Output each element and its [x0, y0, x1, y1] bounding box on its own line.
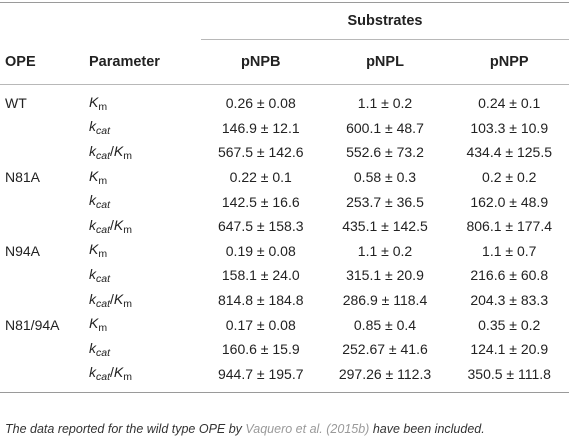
- value-cell: 0.26 ± 0.08: [225, 95, 296, 112]
- value-cell: 146.9 ± 12.1: [221, 119, 300, 136]
- value-cell: 600.1 ± 48.7: [346, 119, 424, 136]
- value-cell: 647.5 ± 158.3: [217, 218, 304, 235]
- header-group-row: Substrates: [0, 2, 569, 40]
- parameter-cell: kcat/Km: [89, 364, 132, 384]
- value-cell: 286.9 ± 118.4: [342, 292, 428, 309]
- header-spacer: [0, 3, 87, 40]
- value-cell: 253.7 ± 36.5: [346, 193, 424, 210]
- substrates-group-header: Substrates: [201, 2, 569, 40]
- ope-cell: [0, 337, 87, 362]
- ope-cell: [0, 140, 87, 165]
- header-spacer: [87, 3, 201, 40]
- value-cell: 158.1 ± 24.0: [221, 267, 300, 284]
- table-row: kcat/Km 567.5 ± 142.6 552.6 ± 73.2 434.4 ± …: [0, 140, 569, 165]
- value-cell: 434.4 ± 125.5: [466, 144, 552, 161]
- parameter-cell: Km: [89, 315, 108, 335]
- value-cell: 0.58 ± 0.3: [353, 169, 417, 186]
- ope-cell: [0, 116, 87, 141]
- value-cell: 1.1 ± 0.2: [357, 95, 413, 112]
- table-footnote: The data reported for the wild type OPE …: [5, 422, 485, 436]
- value-cell: 944.7 ± 195.7: [217, 365, 304, 382]
- ope-cell: N94A: [5, 242, 41, 259]
- parameter-cell: kcat/Km: [89, 216, 132, 236]
- value-cell: 0.19 ± 0.08: [225, 242, 296, 259]
- value-cell: 160.6 ± 15.9: [221, 341, 300, 358]
- parameter-cell: kcat: [89, 339, 111, 359]
- value-cell: 252.67 ± 41.6: [342, 341, 428, 358]
- value-cell: 435.1 ± 142.5: [342, 218, 428, 235]
- ope-cell: WT: [5, 95, 27, 112]
- header-column-row: OPE Parameter pNPB pNPL pNPP: [0, 40, 569, 85]
- table-body: WT Km 0.26 ± 0.08 1.1 ± 0.2 0.24 ± 0.1 kcat 14…: [0, 85, 569, 393]
- value-cell: 103.3 ± 10.9: [470, 119, 549, 136]
- ope-cell: [0, 214, 87, 239]
- value-cell: 162.0 ± 48.9: [470, 193, 549, 210]
- value-cell: 0.24 ± 0.1: [478, 95, 541, 112]
- parameter-cell: Km: [89, 241, 108, 261]
- substrate-column-header: pNPL: [366, 54, 404, 70]
- parameter-cell: kcat/Km: [89, 290, 132, 310]
- ope-cell: [0, 362, 87, 393]
- parameter-cell: kcat: [89, 118, 111, 138]
- value-cell: 806.1 ± 177.4: [466, 218, 552, 235]
- substrate-column-header: pNPB: [241, 54, 281, 70]
- ope-cell: N81A: [5, 169, 41, 186]
- value-cell: 0.22 ± 0.1: [229, 169, 292, 186]
- value-cell: 315.1 ± 20.9: [346, 267, 424, 284]
- table-row: kcat 146.9 ± 12.1 600.1 ± 48.7 103.3 ± 10.9: [0, 116, 569, 141]
- value-cell: 0.2 ± 0.2: [482, 169, 537, 186]
- ope-cell: [0, 263, 87, 288]
- table-row: N81A Km 0.22 ± 0.1 0.58 ± 0.3 0.2 ± 0.2: [0, 165, 569, 190]
- parameter-cell: kcat/Km: [89, 142, 132, 162]
- table-row: kcat/Km 647.5 ± 158.3 435.1 ± 142.5 806.1 ±…: [0, 214, 569, 239]
- ope-column-header: OPE: [5, 53, 36, 70]
- value-cell: 567.5 ± 142.6: [217, 144, 304, 161]
- table-row: kcat 142.5 ± 16.6 253.7 ± 36.5 162.0 ± 48.9: [0, 189, 569, 214]
- value-cell: 216.6 ± 60.8: [470, 267, 549, 284]
- table-row: N94A Km 0.19 ± 0.08 1.1 ± 0.2 1.1 ± 0.7: [0, 239, 569, 264]
- parameter-column-header: Parameter: [89, 53, 160, 70]
- table-row: kcat/Km 944.7 ± 195.7 297.26 ± 112.3 350.5 …: [0, 362, 569, 393]
- value-cell: 204.3 ± 83.3: [470, 292, 549, 309]
- ope-cell: [0, 189, 87, 214]
- citation-link[interactable]: Vaquero et al. (2015b): [245, 422, 370, 436]
- parameter-cell: kcat: [89, 265, 111, 285]
- table-row: WT Km 0.26 ± 0.08 1.1 ± 0.2 0.24 ± 0.1: [0, 85, 569, 116]
- table-row: kcat/Km 814.8 ± 184.8 286.9 ± 118.4 204.3 ±…: [0, 288, 569, 313]
- value-cell: 1.1 ± 0.7: [482, 242, 537, 259]
- parameter-cell: kcat: [89, 192, 111, 212]
- value-cell: 297.26 ± 112.3: [338, 365, 432, 382]
- kinetics-table: Substrates OPE Parameter pNPB pNPL pNPP …: [0, 2, 569, 393]
- ope-cell: [0, 288, 87, 313]
- value-cell: 552.6 ± 73.2: [346, 144, 424, 161]
- parameter-cell: Km: [89, 167, 108, 187]
- value-cell: 0.17 ± 0.08: [225, 316, 296, 333]
- table-row: kcat 160.6 ± 15.9 252.67 ± 41.6 124.1 ± 20.…: [0, 337, 569, 362]
- value-cell: 142.5 ± 16.6: [221, 193, 300, 210]
- footnote-text-end: have been included.: [369, 422, 485, 436]
- value-cell: 1.1 ± 0.2: [357, 242, 413, 259]
- table-row: N81/94A Km 0.17 ± 0.08 0.85 ± 0.4 0.35 ± 0.2: [0, 312, 569, 337]
- value-cell: 0.85 ± 0.4: [353, 316, 417, 333]
- substrate-column-header: pNPP: [489, 54, 529, 70]
- parameter-cell: Km: [89, 93, 108, 113]
- value-cell: 0.35 ± 0.2: [478, 316, 541, 333]
- value-cell: 124.1 ± 20.9: [470, 341, 549, 358]
- ope-cell: N81/94A: [5, 316, 60, 333]
- value-cell: 350.5 ± 111.8: [467, 365, 551, 382]
- table-row: kcat 158.1 ± 24.0 315.1 ± 20.9 216.6 ± 60.8: [0, 263, 569, 288]
- footnote-text: The data reported for the wild type OPE …: [5, 422, 246, 436]
- value-cell: 814.8 ± 184.8: [217, 292, 304, 309]
